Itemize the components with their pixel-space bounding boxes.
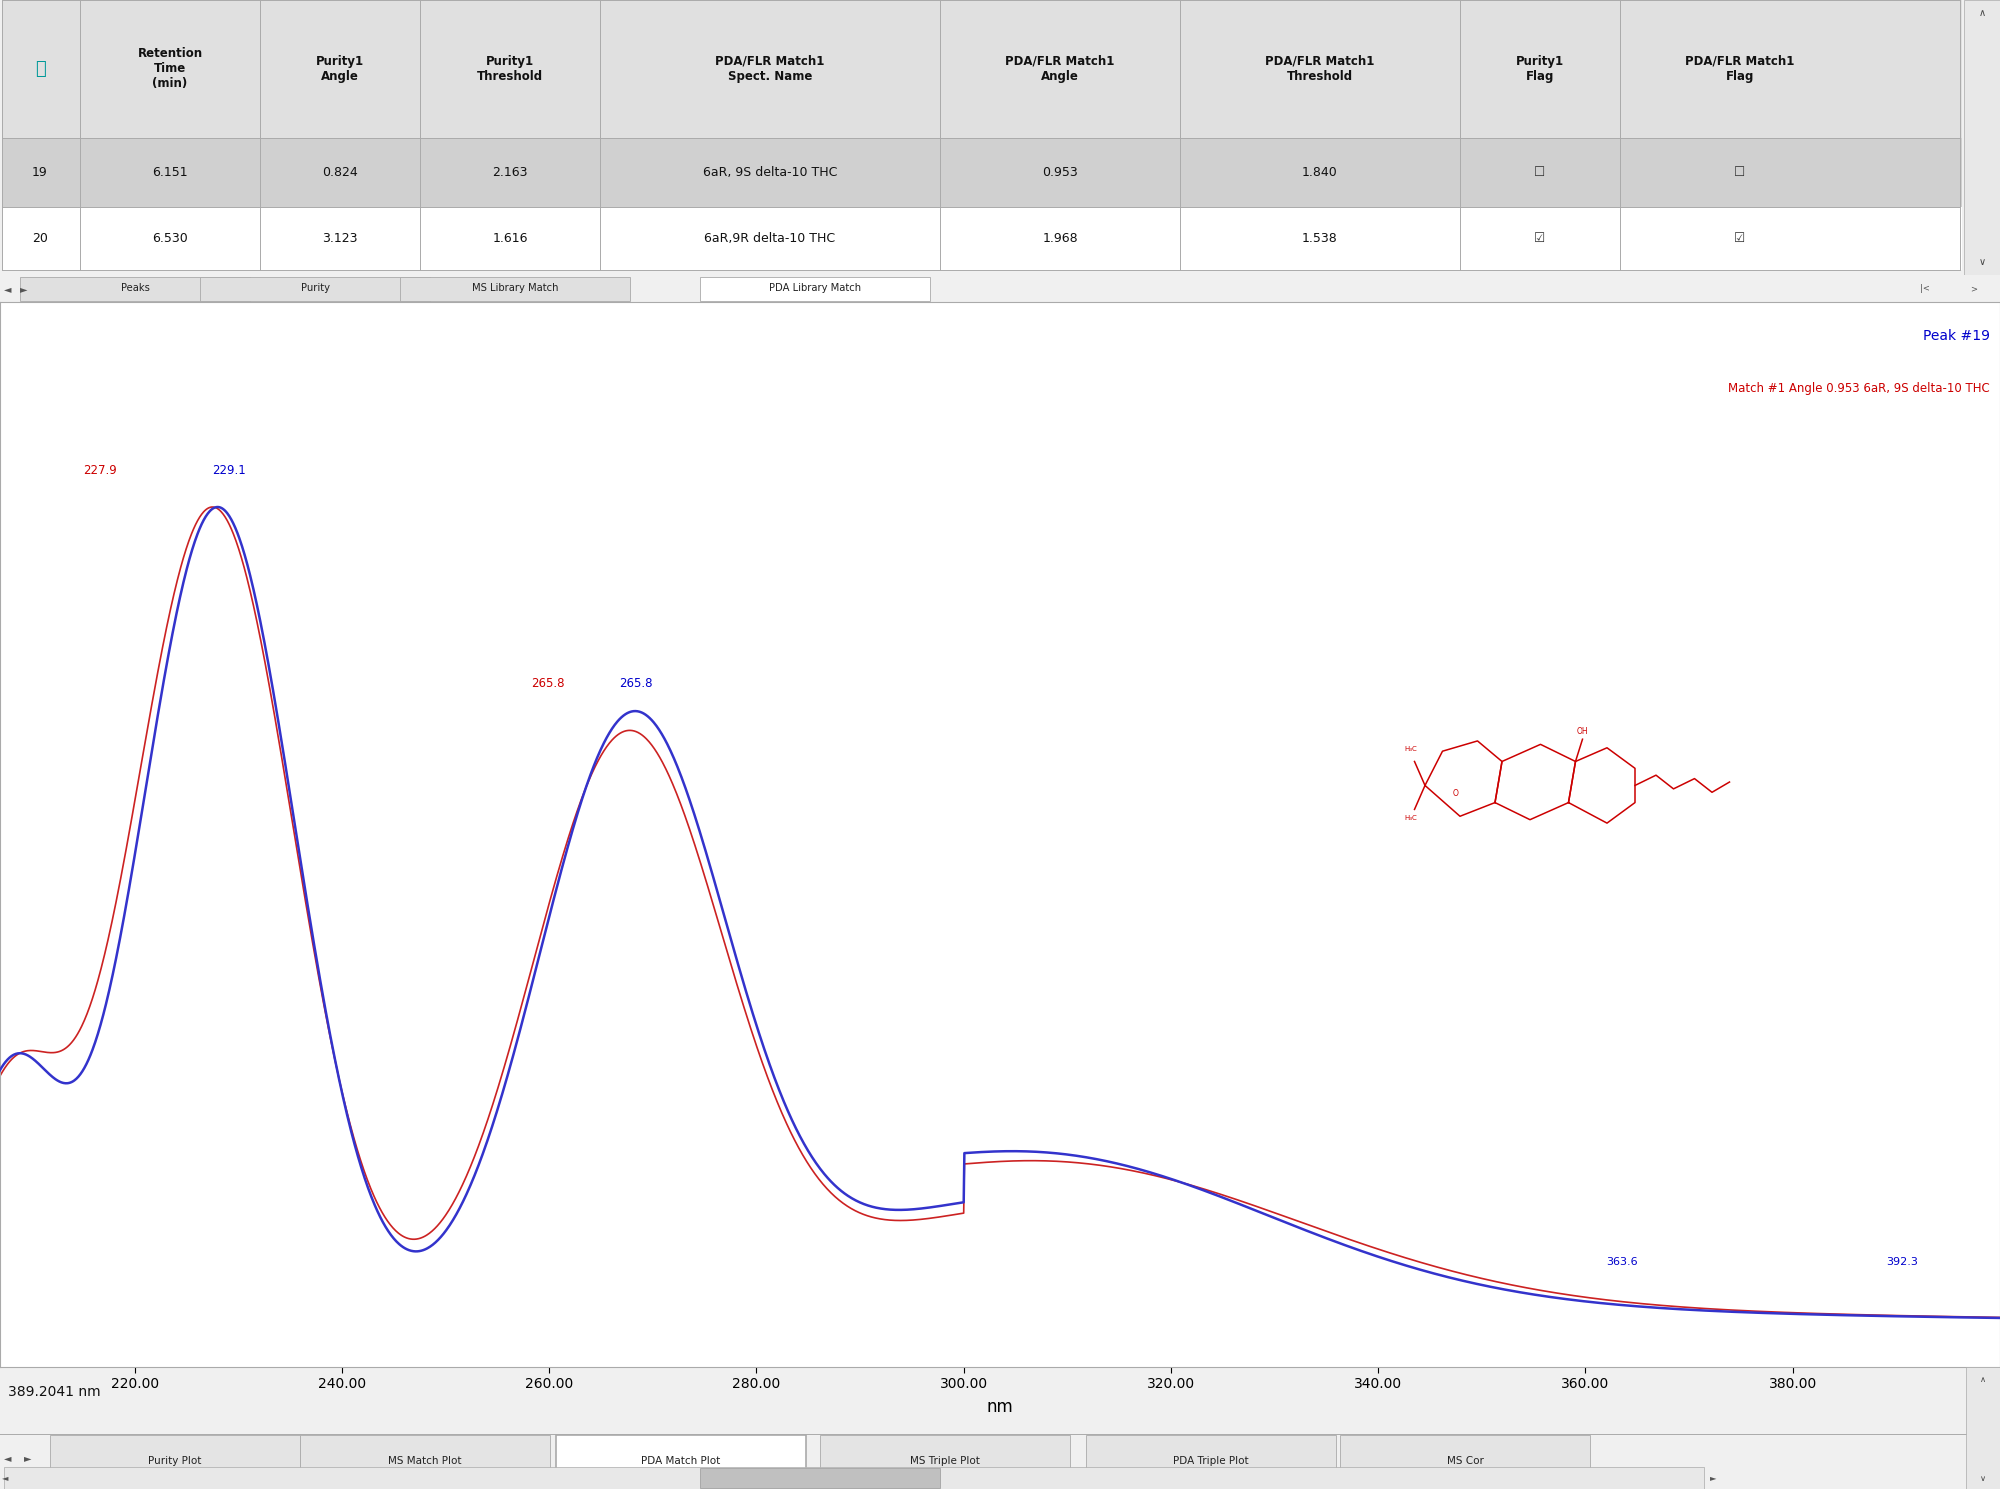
FancyBboxPatch shape	[1964, 0, 2000, 275]
Text: PDA Triple Plot: PDA Triple Plot	[1174, 1456, 1248, 1465]
Text: O: O	[1452, 789, 1458, 798]
Text: Purity1
Threshold: Purity1 Threshold	[476, 55, 544, 83]
Text: OH: OH	[1576, 727, 1588, 736]
Text: 389.2041 nm: 389.2041 nm	[8, 1385, 100, 1400]
Text: >: >	[1970, 284, 1976, 293]
Text: Purity Plot: Purity Plot	[148, 1456, 202, 1465]
Text: MS Triple Plot: MS Triple Plot	[910, 1456, 980, 1465]
FancyBboxPatch shape	[556, 1435, 806, 1488]
FancyBboxPatch shape	[2, 138, 1962, 207]
Text: PDA/FLR Match1
Threshold: PDA/FLR Match1 Threshold	[1266, 55, 1374, 83]
Text: PDA/FLR Match1
Spect. Name: PDA/FLR Match1 Spect. Name	[716, 55, 824, 83]
Text: 363.6: 363.6	[1606, 1257, 1638, 1267]
Text: 3.123: 3.123	[322, 232, 358, 244]
Text: Retention
Time
(min): Retention Time (min)	[138, 48, 202, 91]
Text: Peak #19: Peak #19	[1924, 329, 1990, 342]
Text: |<: |<	[1920, 284, 1930, 293]
X-axis label: nm: nm	[986, 1398, 1014, 1416]
FancyBboxPatch shape	[2, 207, 1962, 270]
Text: Peaks: Peaks	[120, 283, 150, 293]
Text: ☐: ☐	[1734, 165, 1746, 179]
FancyBboxPatch shape	[50, 1435, 300, 1488]
Text: Purity1
Flag: Purity1 Flag	[1516, 55, 1564, 83]
Text: MS Cor: MS Cor	[1446, 1456, 1484, 1465]
FancyBboxPatch shape	[1340, 1435, 1590, 1488]
Text: 2.163: 2.163	[492, 165, 528, 179]
Text: H₃C: H₃C	[1404, 746, 1416, 752]
Text: 1.968: 1.968	[1042, 232, 1078, 244]
FancyBboxPatch shape	[2, 0, 1962, 138]
FancyBboxPatch shape	[20, 277, 250, 301]
Text: ☑: ☑	[1734, 232, 1746, 244]
FancyBboxPatch shape	[200, 277, 430, 301]
Text: 392.3: 392.3	[1886, 1257, 1918, 1267]
Text: Purity: Purity	[300, 283, 330, 293]
Text: 1.538: 1.538	[1302, 232, 1338, 244]
Text: ∧: ∧	[1980, 1376, 1986, 1385]
Text: ☑: ☑	[1534, 232, 1546, 244]
Text: ►: ►	[1710, 1474, 1716, 1483]
Text: 6.151: 6.151	[152, 165, 188, 179]
Text: 229.1: 229.1	[212, 465, 246, 478]
Text: 6.530: 6.530	[152, 232, 188, 244]
Text: 265.8: 265.8	[620, 676, 652, 689]
Text: ►: ►	[24, 1453, 32, 1464]
Text: PDA Match Plot: PDA Match Plot	[642, 1456, 720, 1465]
Text: ◄: ◄	[4, 1453, 12, 1464]
Text: ►: ►	[20, 284, 28, 293]
Text: 0.824: 0.824	[322, 165, 358, 179]
Text: 265.8: 265.8	[532, 676, 564, 689]
FancyBboxPatch shape	[4, 1467, 1704, 1489]
Text: MS Library Match: MS Library Match	[472, 283, 558, 293]
Text: PDA/FLR Match1
Angle: PDA/FLR Match1 Angle	[1006, 55, 1114, 83]
Text: 1.840: 1.840	[1302, 165, 1338, 179]
FancyBboxPatch shape	[1966, 1367, 2000, 1489]
Text: Match #1 Angle 0.953 6aR, 9S delta-10 THC: Match #1 Angle 0.953 6aR, 9S delta-10 TH…	[1728, 383, 1990, 395]
Text: 1.616: 1.616	[492, 232, 528, 244]
Text: 6aR, 9S delta-10 THC: 6aR, 9S delta-10 THC	[702, 165, 838, 179]
FancyBboxPatch shape	[700, 1468, 940, 1488]
Text: ◄: ◄	[4, 284, 12, 293]
Text: 20: 20	[32, 232, 48, 244]
Text: 227.9: 227.9	[84, 465, 116, 478]
Text: ∧: ∧	[1978, 9, 1986, 18]
Text: ∨: ∨	[1980, 1474, 1986, 1483]
Text: ◄: ◄	[2, 1474, 8, 1483]
Text: PDA Library Match: PDA Library Match	[768, 283, 862, 293]
FancyBboxPatch shape	[1086, 1435, 1336, 1488]
FancyBboxPatch shape	[300, 1435, 550, 1488]
Text: 0.953: 0.953	[1042, 165, 1078, 179]
Text: 🔃: 🔃	[34, 60, 46, 77]
Text: H₃C: H₃C	[1404, 814, 1416, 820]
Text: ☐: ☐	[1534, 165, 1546, 179]
Text: 19: 19	[32, 165, 48, 179]
FancyBboxPatch shape	[820, 1435, 1070, 1488]
Text: 6aR,9R delta-10 THC: 6aR,9R delta-10 THC	[704, 232, 836, 244]
FancyBboxPatch shape	[700, 277, 930, 301]
Text: Purity1
Angle: Purity1 Angle	[316, 55, 364, 83]
Text: MS Match Plot: MS Match Plot	[388, 1456, 462, 1465]
Text: ∨: ∨	[1978, 258, 1986, 267]
FancyBboxPatch shape	[400, 277, 630, 301]
Text: PDA/FLR Match1
Flag: PDA/FLR Match1 Flag	[1686, 55, 1794, 83]
